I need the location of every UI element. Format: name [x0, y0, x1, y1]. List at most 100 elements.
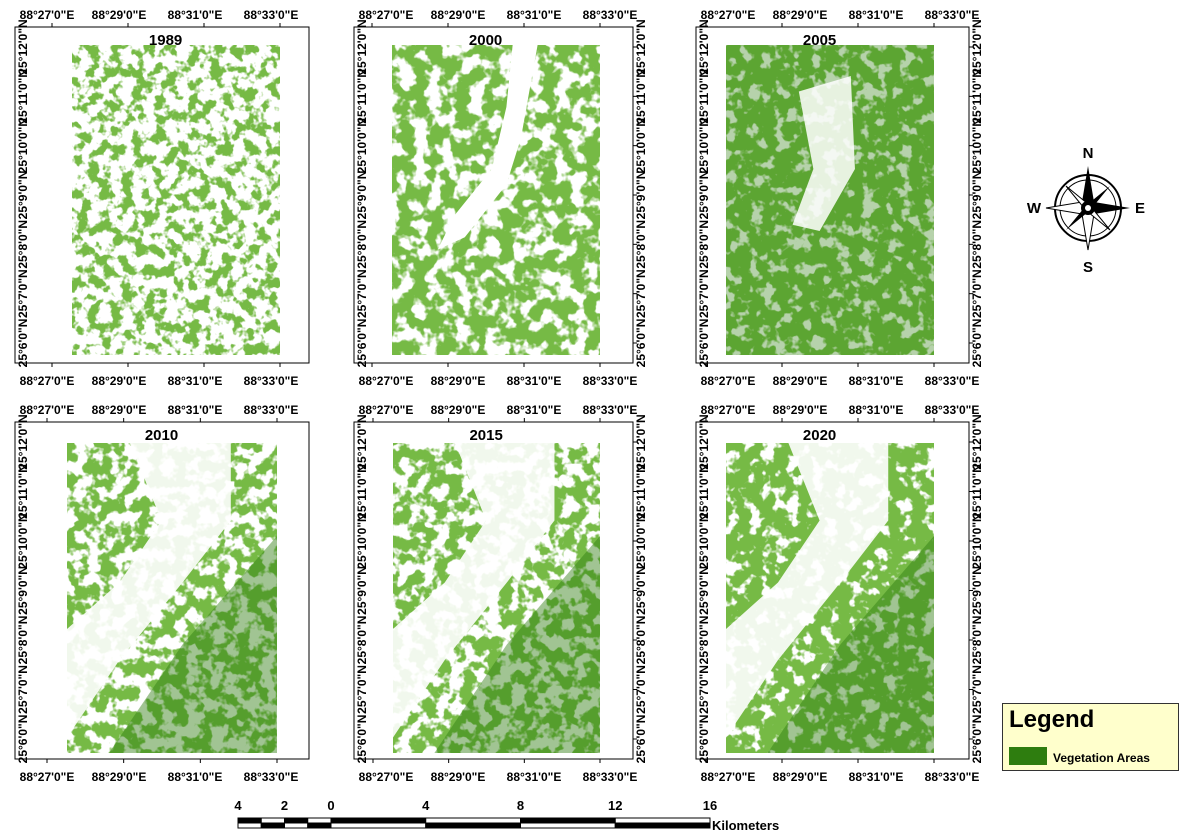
map-panel-1989: 88°27'0"E 88°27'0"E 88°29'0"E 88°29'0"E 88°3… — [14, 8, 310, 388]
longitude-label: 88°31'0"E — [507, 8, 562, 22]
latitude-label: 25°8'0"N — [970, 220, 984, 269]
longitude-label: 88°33'0"E — [925, 374, 980, 388]
scale-bar-tick-label: 2 — [280, 798, 289, 813]
longitude-label: 88°29'0"E — [431, 770, 486, 784]
latitude-label: 25°7'0"N — [355, 665, 369, 714]
latitude-label: 25°9'0"N — [697, 566, 711, 615]
latitude-label: 25°7'0"N — [970, 665, 984, 714]
legend-title: Legend — [1009, 706, 1095, 733]
latitude-label: 25°10'0"N — [697, 118, 711, 173]
map-year-title: 1989 — [149, 32, 182, 49]
vegetation-raster — [393, 443, 600, 753]
map-year-title: 2005 — [803, 32, 836, 49]
longitude-label: 88°27'0"E — [20, 770, 75, 784]
latitude-label: 25°12'0"N — [16, 19, 30, 74]
latitude-label: 25°12'0"N — [355, 414, 369, 469]
latitude-label: 25°8'0"N — [355, 616, 369, 665]
longitude-label: 88°33'0"E — [583, 374, 638, 388]
longitude-label: 88°29'0"E — [92, 403, 147, 417]
scale-bar-tick-label: 0 — [327, 798, 335, 813]
longitude-label: 88°31'0"E — [168, 374, 223, 388]
longitude-label: 88°27'0"E — [20, 403, 75, 417]
latitude-label: 25°12'0"N — [634, 414, 648, 469]
longitude-label: 88°33'0"E — [583, 770, 638, 784]
latitude-label: 25°6'0"N — [355, 715, 369, 764]
longitude-label: 88°29'0"E — [773, 770, 828, 784]
longitude-label: 88°31'0"E — [849, 8, 904, 22]
longitude-label: 88°31'0"E — [168, 8, 223, 22]
longitude-label: 88°27'0"E — [20, 374, 75, 388]
longitude-label: 88°31'0"E — [849, 374, 904, 388]
map-year-title: 2020 — [803, 427, 836, 444]
latitude-label: 25°10'0"N — [355, 513, 369, 568]
latitude-label: 25°11'0"N — [970, 464, 984, 519]
legend-label-vegetation: Vegetation Areas — [1053, 751, 1150, 765]
latitude-label: 25°6'0"N — [970, 319, 984, 368]
latitude-label: 25°11'0"N — [634, 69, 648, 124]
map-panel-2000: 88°27'0"E 88°27'0"E 88°29'0"E 88°29'0"E 88°3… — [353, 8, 648, 388]
latitude-label: 25°9'0"N — [355, 171, 369, 220]
latitude-label: 25°6'0"N — [697, 715, 711, 764]
latitude-label: 25°8'0"N — [697, 616, 711, 665]
latitude-label: 25°10'0"N — [697, 513, 711, 568]
longitude-label: 88°27'0"E — [359, 403, 414, 417]
longitude-label: 88°33'0"E — [925, 403, 980, 417]
longitude-label: 88°33'0"E — [925, 770, 980, 784]
longitude-label: 88°31'0"E — [849, 770, 904, 784]
longitude-label: 88°33'0"E — [244, 374, 299, 388]
latitude-label: 25°9'0"N — [970, 171, 984, 220]
scale-bar-tick-label: 16 — [702, 798, 718, 813]
latitude-label: 25°9'0"N — [697, 171, 711, 220]
latitude-label: 25°6'0"N — [16, 715, 30, 764]
south-label: S — [1083, 259, 1093, 276]
longitude-label: 88°31'0"E — [507, 770, 562, 784]
latitude-label: 25°7'0"N — [970, 269, 984, 318]
latitude-label: 25°9'0"N — [634, 566, 648, 615]
vegetation-raster — [392, 45, 600, 355]
longitude-label: 88°33'0"E — [244, 8, 299, 22]
latitude-label: 25°12'0"N — [16, 414, 30, 469]
west-label: W — [1027, 200, 1042, 217]
latitude-label: 25°6'0"N — [355, 319, 369, 368]
east-label: E — [1135, 200, 1145, 217]
latitude-label: 25°10'0"N — [634, 118, 648, 173]
latitude-label: 25°11'0"N — [355, 69, 369, 124]
latitude-label: 25°8'0"N — [970, 616, 984, 665]
latitude-label: 25°8'0"N — [634, 616, 648, 665]
latitude-label: 25°11'0"N — [970, 69, 984, 124]
map-panels: 88°27'0"E 88°27'0"E 88°29'0"E 88°29'0"E 88°3… — [14, 8, 984, 784]
longitude-label: 88°33'0"E — [583, 403, 638, 417]
longitude-label: 88°33'0"E — [925, 8, 980, 22]
latitude-label: 25°11'0"N — [16, 464, 30, 519]
latitude-label: 25°7'0"N — [16, 269, 30, 318]
latitude-label: 25°12'0"N — [634, 19, 648, 74]
longitude-label: 88°27'0"E — [701, 374, 756, 388]
latitude-label: 25°7'0"N — [697, 665, 711, 714]
longitude-label: 88°31'0"E — [168, 403, 223, 417]
latitude-label: 25°12'0"N — [970, 19, 984, 74]
latitude-label: 25°7'0"N — [697, 269, 711, 318]
map-panel-2010: 88°27'0"E 88°27'0"E 88°29'0"E 88°29'0"E 88°3… — [14, 403, 310, 784]
vegetation-raster — [72, 45, 280, 355]
longitude-label: 88°33'0"E — [583, 8, 638, 22]
latitude-label: 25°9'0"N — [16, 566, 30, 615]
latitude-label: 25°10'0"N — [634, 513, 648, 568]
longitude-label: 88°33'0"E — [244, 403, 299, 417]
longitude-label: 88°27'0"E — [701, 403, 756, 417]
latitude-label: 25°12'0"N — [697, 414, 711, 469]
latitude-label: 25°10'0"N — [16, 118, 30, 173]
longitude-label: 88°31'0"E — [507, 374, 562, 388]
latitude-label: 25°7'0"N — [16, 665, 30, 714]
latitude-label: 25°6'0"N — [697, 319, 711, 368]
longitude-label: 88°27'0"E — [359, 8, 414, 22]
scale-bar-tick-label: 12 — [608, 798, 623, 813]
latitude-label: 25°9'0"N — [355, 566, 369, 615]
longitude-label: 88°29'0"E — [773, 374, 828, 388]
longitude-label: 88°31'0"E — [168, 770, 223, 784]
scale-bar-unit: Kilometers — [712, 818, 780, 833]
latitude-label: 25°8'0"N — [697, 220, 711, 269]
legend-swatch-vegetation — [1009, 747, 1047, 765]
latitude-label: 25°10'0"N — [355, 118, 369, 173]
map-panel-2005: 88°27'0"E 88°27'0"E 88°29'0"E 88°29'0"E 88°3… — [695, 8, 984, 388]
longitude-label: 88°27'0"E — [701, 770, 756, 784]
